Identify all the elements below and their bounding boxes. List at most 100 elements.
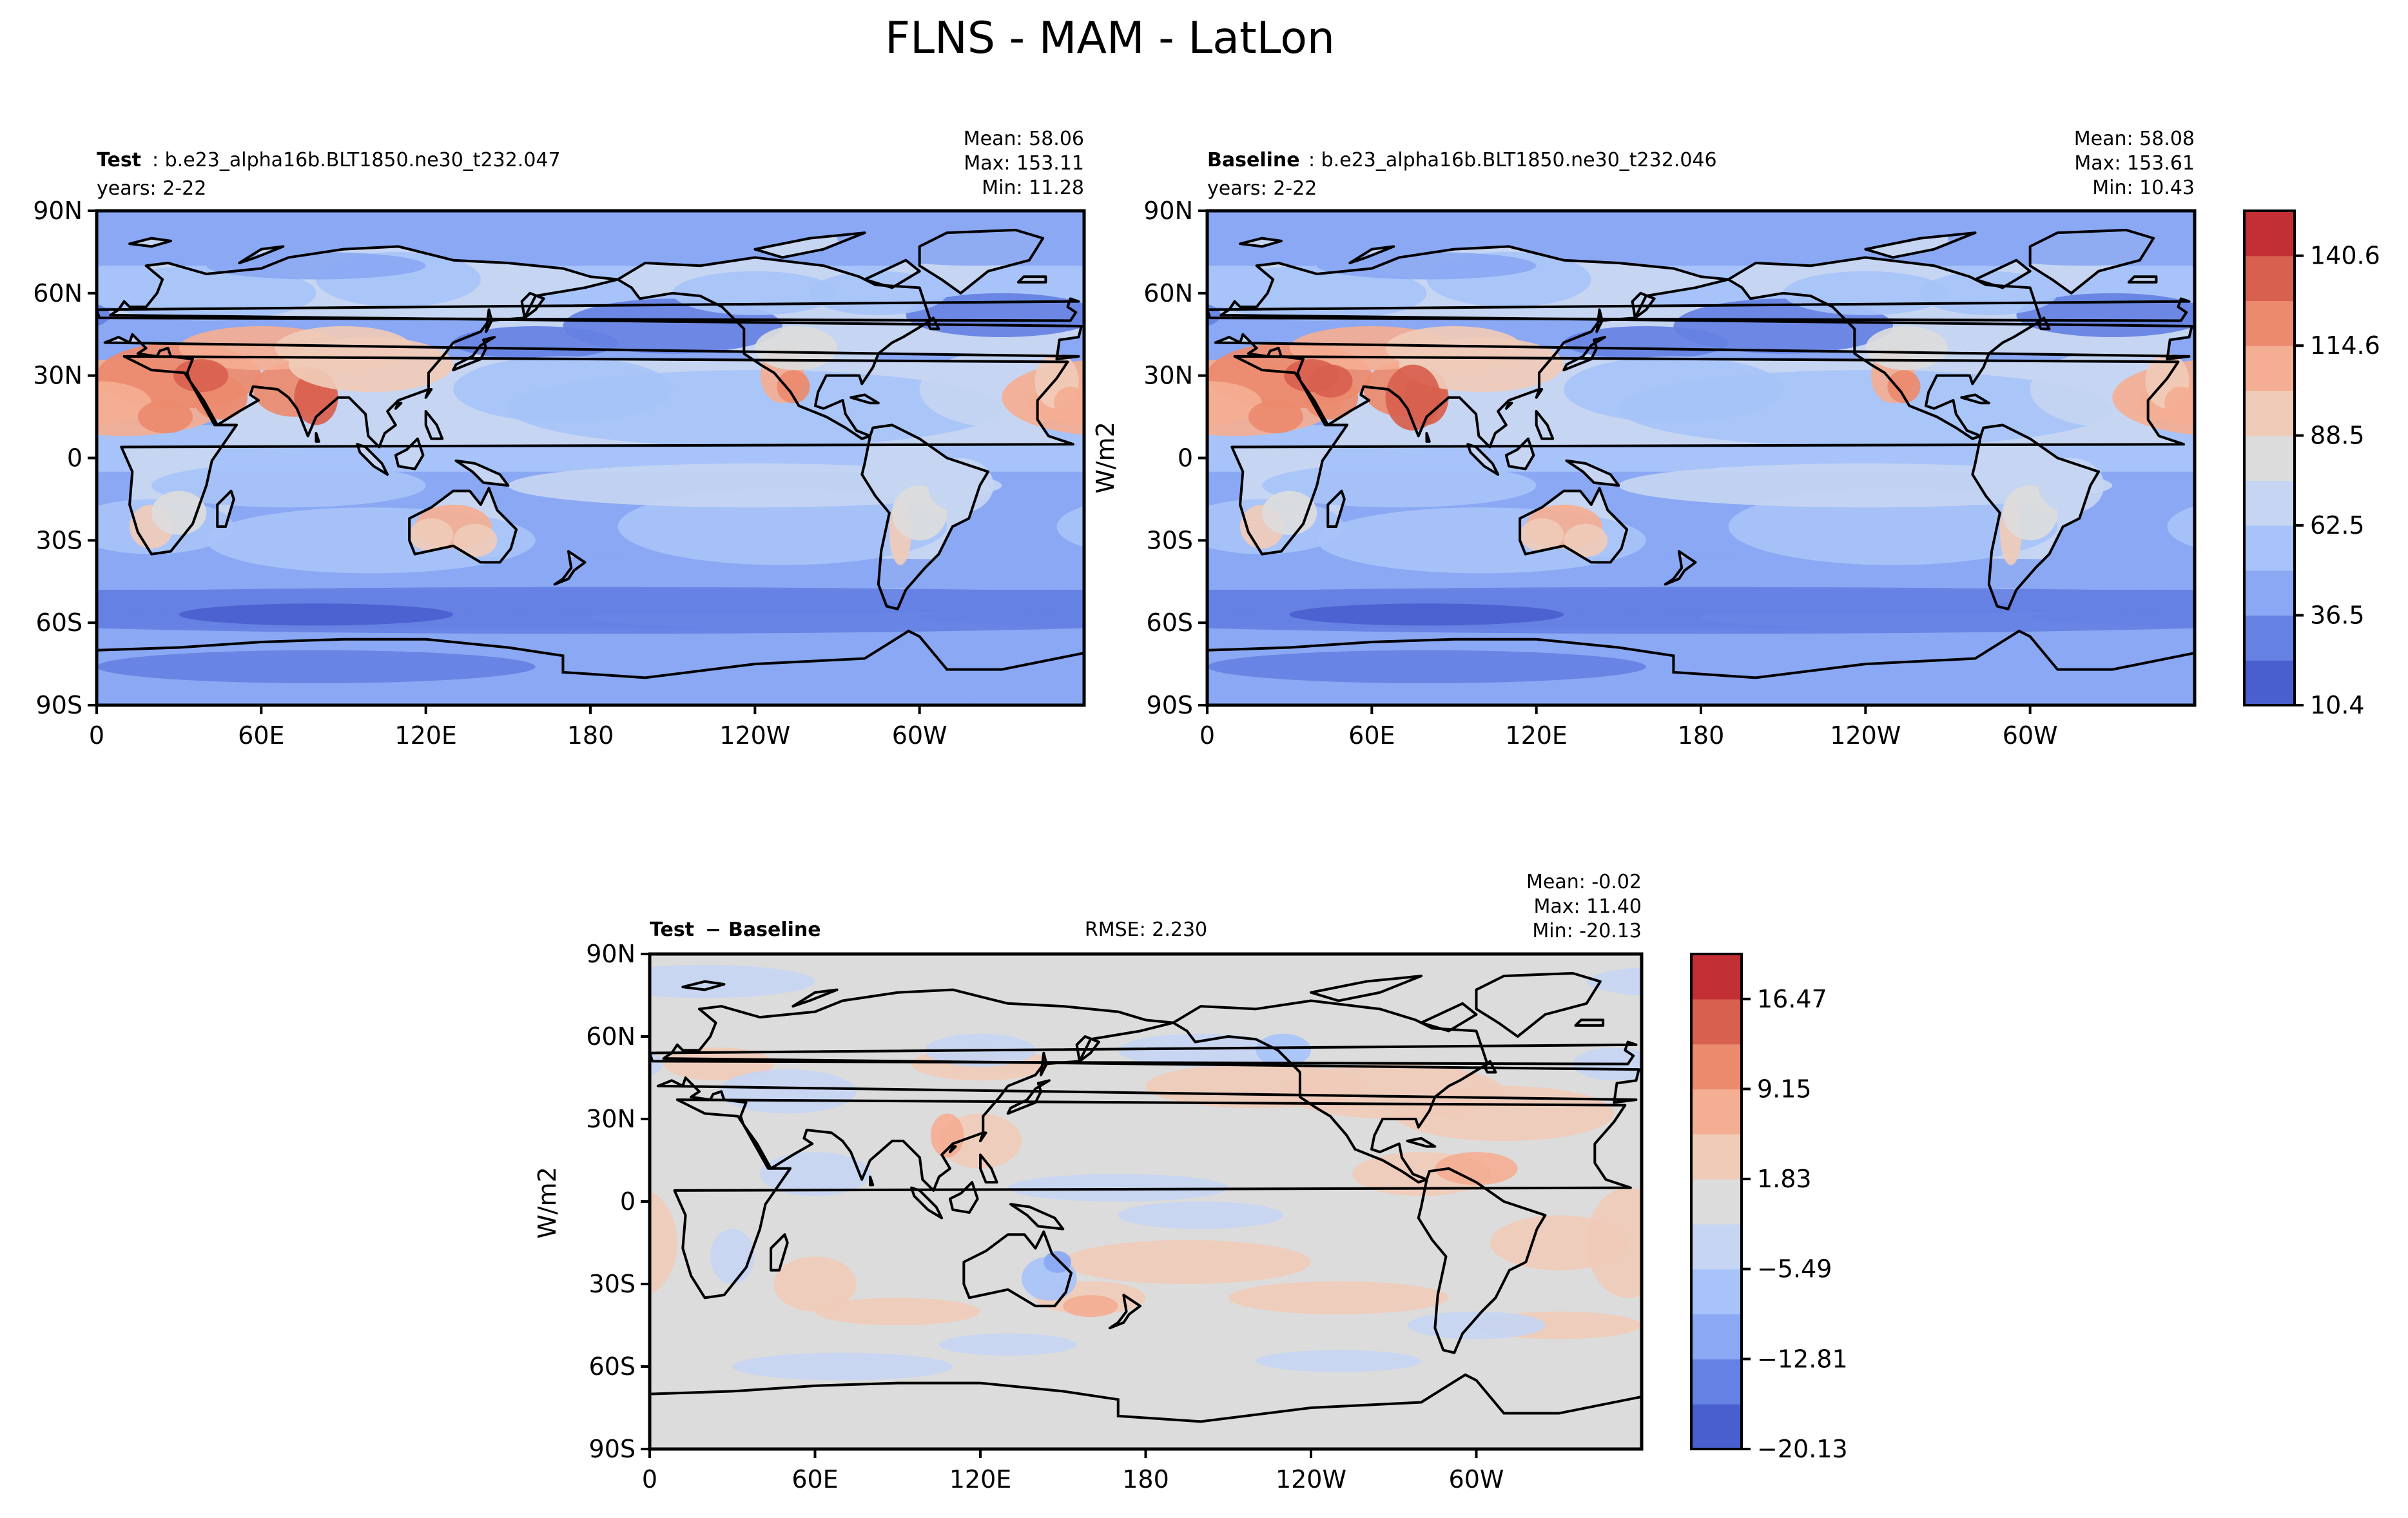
map-contour-blob (453, 356, 673, 423)
colorbar-segment (2244, 570, 2295, 616)
colorbar-tick-label: 88.5 (2310, 422, 2365, 450)
coastline (1040, 1051, 1048, 1076)
panel-baseline-map (1207, 211, 2195, 705)
coastline (1483, 1060, 1497, 1074)
x-tick-label: 60W (892, 721, 947, 750)
coastline (2127, 275, 2158, 284)
coastline (485, 308, 493, 333)
panel-baseline-ylabel: W/m2 (1091, 422, 1120, 494)
figure-title: FLNS - MAM - LatLon (885, 13, 1335, 64)
y-tick-label: 60S (36, 608, 83, 637)
colorbar-segment (2244, 615, 2295, 661)
map-contour-blob (1207, 562, 1372, 585)
colorbar-segment (1691, 1089, 1742, 1134)
map-land-fill (1421, 1003, 1477, 1031)
coastline (1214, 245, 2193, 449)
panel-baseline-title-bold: Baseline (1207, 149, 1300, 171)
coastline (1864, 231, 1977, 259)
map-contour-blob (1207, 650, 1646, 683)
coastline (948, 1145, 957, 1154)
map-contour-blob (97, 650, 536, 683)
map-contour-blob (1207, 591, 1372, 610)
colorbar-tick-label: 114.6 (2310, 331, 2380, 360)
map-contour-blob (1063, 1295, 1118, 1318)
map-contour-blob (1783, 271, 1948, 315)
map-land-fill (1311, 976, 1421, 1001)
map-contour-blob (927, 458, 994, 513)
y-tick-label: 30N (33, 362, 83, 390)
map-land-fill (1865, 233, 1976, 258)
coastline (394, 437, 425, 471)
panel-diff: Test − Baseline RMSE: 2.230 Mean: -0.02 … (485, 871, 1644, 1494)
map-contour-blob (1118, 1033, 1284, 1067)
colorbar-segment (2244, 345, 2295, 391)
panel-diff-rmse: RMSE: 2.230 (1085, 919, 1207, 941)
panel-diff-axes: 0 60E 120E 180 120W 60W 90N 60N 30N 0 30S 60S 90S (586, 940, 1504, 1494)
coastline (1207, 629, 2195, 679)
coastline (869, 1175, 875, 1187)
colorbar-baseline: 140.6 114.6 88.5 62.5 36.5 10.4 (2243, 209, 2380, 719)
coastline (860, 423, 990, 610)
map-land-fill (755, 233, 865, 258)
panel-baseline-years: years: 2-22 (1207, 177, 1317, 200)
map-contour-blob (650, 965, 815, 998)
panel-baseline-min: Min: 10.43 (2092, 177, 2195, 199)
colorbar-segment (2244, 435, 2295, 481)
coastline (452, 336, 496, 372)
y-tick-label: 90N (586, 940, 636, 968)
colorbar-segment (1691, 1404, 1742, 1450)
coastline (1960, 393, 1990, 405)
coastline (1425, 432, 1431, 443)
map-contour-blob (1118, 1202, 1284, 1229)
coastline (1417, 1167, 1547, 1354)
colorbar-segment (1691, 1134, 1742, 1180)
x-tick-label: 180 (1122, 1465, 1169, 1494)
map-contour-blob (1520, 518, 1564, 552)
map-contour-blob (1385, 364, 1441, 431)
coastline (238, 245, 285, 264)
map-land-fill (837, 1113, 893, 1180)
coastline (650, 1373, 1642, 1423)
map-contour-blob (485, 1312, 650, 1339)
coastline (1631, 291, 1656, 320)
panel-test-map (97, 211, 1084, 705)
coastline (520, 291, 545, 320)
coastline (791, 988, 839, 1008)
coastline (128, 237, 172, 248)
map-contour-blob (1865, 326, 1948, 371)
coastline (424, 410, 444, 440)
colorbar-segment (1691, 1269, 1742, 1315)
coastline (315, 432, 320, 443)
map-land-fill (1011, 1204, 1063, 1229)
coastline (1075, 1035, 1100, 1063)
coastline (1535, 387, 1544, 399)
y-tick-label: 90S (36, 691, 83, 719)
panel-diff-map (485, 954, 1642, 1449)
coastline (120, 355, 1074, 556)
map-contour-blob (1207, 222, 1235, 255)
colorbar-segment (2244, 300, 2295, 346)
coastline (926, 316, 940, 331)
map-contour-blob (2030, 591, 2195, 610)
coastline (1466, 443, 1500, 476)
colorbar-tick-label: −12.81 (1757, 1345, 1848, 1373)
colorbar-segment (1691, 1314, 1742, 1359)
coastline (1016, 275, 1047, 284)
coastline (1504, 402, 1513, 410)
colorbar-segment (1691, 998, 1742, 1045)
panel-diff-min: Min: -20.13 (1532, 920, 1642, 942)
map-contour-blob (1262, 491, 1317, 535)
panel-diff-mean: Mean: -0.02 (1526, 871, 1642, 893)
coastline (948, 1181, 979, 1214)
map-contour-blob (1256, 1350, 1421, 1372)
map-contour-blob (173, 359, 229, 393)
map-contour-blob (1308, 364, 1353, 398)
colorbar-tick-label: 9.15 (1757, 1075, 1812, 1103)
map-contour-blob (1618, 463, 2113, 508)
map-contour-blob (1887, 370, 1921, 404)
panel-diff-max: Max: 11.40 (1533, 895, 1642, 918)
x-tick-label: 180 (567, 721, 614, 750)
coastline (424, 387, 433, 399)
map-contour-blob (409, 518, 454, 552)
colorbar-frame (1690, 953, 1743, 1450)
